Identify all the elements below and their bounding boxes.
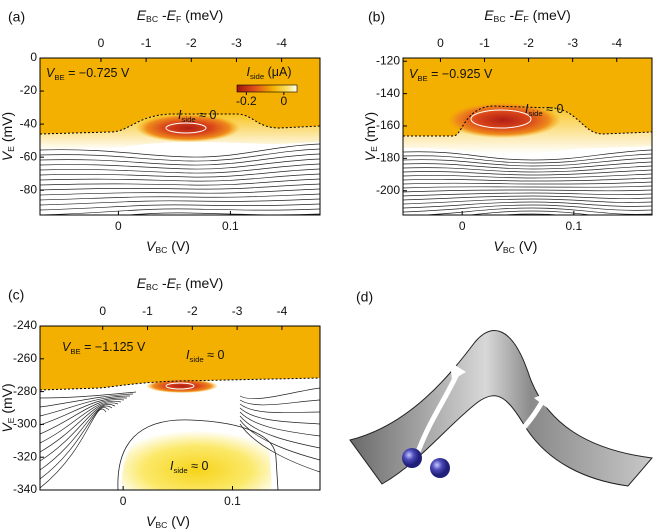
text-part: ≈ 0 <box>196 108 217 122</box>
text-part: BC <box>503 245 515 255</box>
y-tick-label: -340 <box>13 482 37 496</box>
text-part: BE <box>54 73 64 82</box>
text-part: (meV) <box>181 275 223 291</box>
y-tick-label: -80 <box>20 182 38 196</box>
x2-tick-label: 0 <box>98 36 105 50</box>
text-part: side <box>528 109 542 118</box>
text-part: ≈ 0 <box>543 102 564 116</box>
text-part: (meV) <box>529 7 571 23</box>
y-axis-label: VE (mV) <box>362 112 380 161</box>
x2-axis-label: EBC -EF (meV) <box>484 7 571 25</box>
x2-tick-label: -2 <box>187 304 198 318</box>
text-part: BC <box>146 14 158 24</box>
text-part: ≈ 0 <box>188 459 209 473</box>
contour-line <box>403 217 652 228</box>
text-part: (V) <box>167 238 190 254</box>
text-part: BC <box>155 245 167 255</box>
x-tick-label: 0.1 <box>224 494 241 508</box>
x2-tick-label: -3 <box>231 36 242 50</box>
x-tick-label: 0.1 <box>222 219 239 233</box>
x-tick-label: 0 <box>115 219 122 233</box>
text-part: = −0.925 V <box>428 67 493 81</box>
y-axis-label: VE (mV) <box>0 112 16 161</box>
text-part: (μA) <box>264 65 291 79</box>
x-tick-label: 0 <box>459 219 466 233</box>
x2-tick-label: -4 <box>276 36 287 50</box>
x2-tick-label: 0 <box>437 36 444 50</box>
y-tick-label: -240 <box>13 318 37 332</box>
y-axis-label: VE (mV) <box>0 383 16 432</box>
y-tick-label: -160 <box>376 118 400 132</box>
text-part: ≈ 0 <box>204 348 225 362</box>
y-tick-label: -140 <box>376 86 400 100</box>
current-blob <box>146 379 218 393</box>
y-tick-label: -120 <box>376 53 400 67</box>
colorbar <box>237 85 297 92</box>
y-tick-label: -260 <box>13 351 37 365</box>
text-part: = −1.125 V <box>81 340 146 354</box>
potential-surface <box>350 331 652 486</box>
colorbar-tick-label: -0.2 <box>236 94 257 108</box>
text-part: BC <box>494 14 506 24</box>
panel-label: (a) <box>8 9 25 25</box>
y-tick-label: -60 <box>20 149 38 163</box>
text-part: (meV) <box>181 7 223 23</box>
text-part: BE <box>417 74 427 83</box>
y-tick-label: -40 <box>20 116 38 130</box>
y-tick-label: 0 <box>30 50 37 64</box>
text-part: BE <box>70 347 80 356</box>
y-tick-label: -300 <box>13 417 37 431</box>
x2-axis-label: EBC -EF (meV) <box>137 275 224 293</box>
x2-tick-label: -2 <box>186 36 197 50</box>
text-part: (mV) <box>0 383 15 417</box>
text-part: BC <box>155 520 167 530</box>
text-part: side <box>250 72 264 81</box>
y-tick-label: -280 <box>13 384 37 398</box>
plot-area <box>403 58 652 228</box>
text-part: - <box>506 7 515 23</box>
text-part: BC <box>146 282 158 292</box>
y-tick-label: -180 <box>376 151 400 165</box>
panel-label: (d) <box>356 289 373 305</box>
x2-tick-label: -3 <box>567 36 578 50</box>
figure: (d) (a)EBC -EF (meV)0-1-2-3-400.1VBC (V)… <box>0 0 658 531</box>
illustration: (d) <box>350 289 652 486</box>
text-part: - <box>158 7 167 23</box>
x2-tick-label: -3 <box>232 304 243 318</box>
electron <box>430 458 450 478</box>
y-tick-label: -200 <box>376 183 400 197</box>
x-tick-label: 0 <box>120 494 127 508</box>
text-part: side <box>189 355 203 364</box>
y-tick-label: -320 <box>13 449 37 463</box>
text-part: side <box>181 115 195 124</box>
text-part: (V) <box>167 513 190 529</box>
text-part: side <box>173 466 187 475</box>
text-part: (V) <box>515 238 538 254</box>
colorbar-tick-label: 0 <box>281 94 288 108</box>
x-axis-label: VBC (V) <box>146 238 190 256</box>
contour-line <box>40 217 320 225</box>
plot-area <box>40 58 320 225</box>
panel-label: (b) <box>368 9 385 25</box>
electron <box>402 448 422 468</box>
x2-tick-label: -2 <box>523 36 534 50</box>
x2-axis-label: EBC -EF (meV) <box>137 7 224 25</box>
x2-tick-label: -1 <box>141 36 152 50</box>
x2-tick-label: -4 <box>611 36 622 50</box>
x2-tick-label: -4 <box>277 304 288 318</box>
x-axis-label: VBC (V) <box>146 513 190 531</box>
panel-label: (c) <box>8 287 24 303</box>
y-tick-label: -20 <box>20 83 38 97</box>
x2-tick-label: -1 <box>142 304 153 318</box>
x-axis-label: VBC (V) <box>494 238 538 256</box>
text-part: - <box>158 275 167 291</box>
x2-tick-label: 0 <box>99 304 106 318</box>
x2-tick-label: -1 <box>479 36 490 50</box>
x-tick-label: 0.1 <box>565 219 582 233</box>
text-part: = −0.725 V <box>65 66 130 80</box>
text-part: (mV) <box>362 112 378 146</box>
text-part: (mV) <box>0 112 15 146</box>
